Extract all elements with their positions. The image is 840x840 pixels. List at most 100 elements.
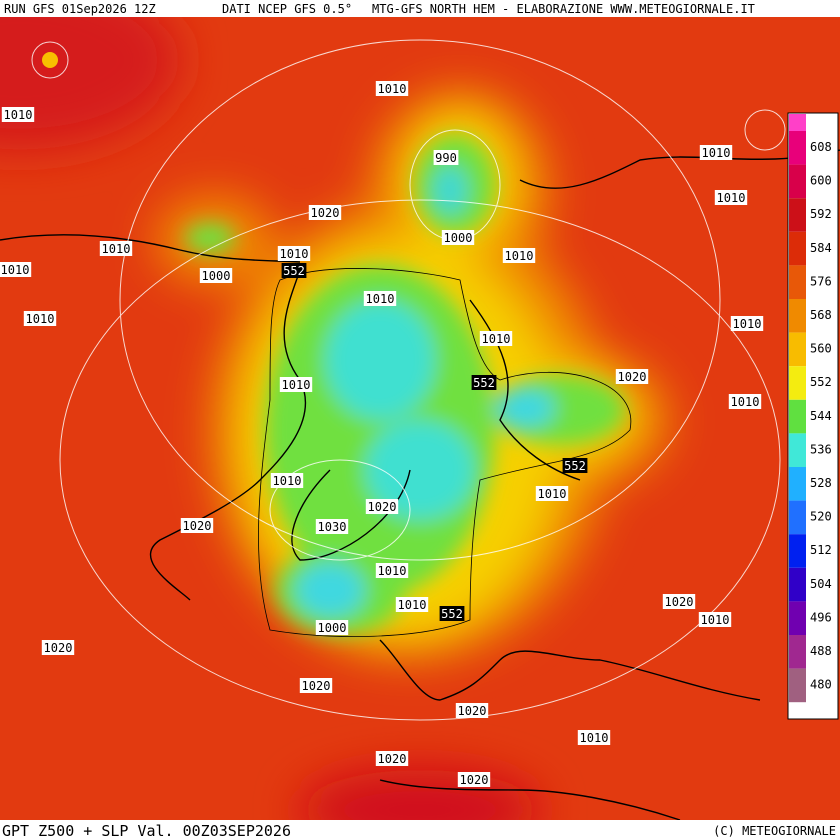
contour-label: 1010 (4, 108, 33, 122)
colorbar-swatch (789, 399, 806, 434)
contour-label: 1020 (183, 519, 212, 533)
contour-label: 990 (435, 151, 457, 165)
contour-label: 1010 (701, 613, 730, 627)
contour-label: 1010 (1, 263, 30, 277)
contour-label: 1010 (717, 191, 746, 205)
colorbar-swatch (789, 601, 806, 635)
contour-label: 1010 (580, 731, 609, 745)
contour-label: 1020 (302, 679, 331, 693)
run-info: RUN GFS 01Sep2026 12Z (4, 2, 156, 16)
colorbar-label: 496 (810, 610, 832, 624)
contour-label-bg (365, 499, 399, 514)
contour-label: 1010 (505, 249, 534, 263)
contour-label-bg (457, 772, 491, 787)
contour-label-bg (0, 262, 32, 277)
contour-label-bg (562, 458, 588, 473)
colorbar: 608 600 592 584 576 568 560 552 544 536 528 520 512 5… (787, 112, 839, 720)
colorbar-swatch (789, 332, 806, 367)
colorbar-swatch (789, 567, 806, 602)
contour-label-bg (41, 640, 75, 655)
colorbar-swatch (789, 198, 806, 232)
colorbar-label: 488 (810, 644, 832, 658)
contour-label-bg (281, 263, 307, 278)
colorbar-swatch (789, 500, 806, 535)
data-source: DATI NCEP GFS 0.5° (222, 2, 352, 16)
colorbar-label: 528 (810, 476, 832, 490)
copyright: (C) METEOGIORNALE (713, 824, 836, 838)
contour-label-bg (615, 369, 649, 384)
colorbar-label: 608 (810, 140, 832, 154)
colorbar-swatch (789, 366, 806, 400)
contour-label: 1000 (444, 231, 473, 245)
contour-label: 1000 (318, 621, 347, 635)
contour-label-bg (699, 145, 733, 160)
colorbar-swatch (789, 231, 806, 266)
contour-label: 1010 (482, 332, 511, 346)
contour-label-bg (299, 678, 333, 693)
colorbar-label: 544 (810, 409, 832, 423)
contour-label: 1010 (378, 564, 407, 578)
contour-label: 1030 (318, 520, 347, 534)
contour-label: 1010 (26, 312, 55, 326)
credit: MTG-GFS NORTH HEM - ELABORAZIONE WWW.MET… (372, 2, 755, 16)
contour-label: 1010 (702, 146, 731, 160)
contour-label: 1010 (273, 474, 302, 488)
contour-label: 1020 (458, 704, 487, 718)
contour-label-bg (375, 81, 409, 96)
colorbar-swatch (789, 131, 806, 165)
colorbar-label: 504 (810, 577, 832, 591)
contour-label-bg (395, 597, 429, 612)
colorbar-label: 560 (810, 342, 832, 356)
contour-label: 1020 (368, 500, 397, 514)
colorbar-swatch (789, 433, 806, 467)
contour-label-bg (535, 486, 569, 501)
contour-label-bg (180, 518, 214, 533)
contour-label-bg (277, 246, 311, 261)
colorbar-label: 600 (810, 174, 832, 188)
contour-label: 1010 (282, 378, 311, 392)
contour-label: 1010 (366, 292, 395, 306)
contour-labels: 1010 1010 990 1010 1010 1020 1000 1010 1010 1010 1… (0, 81, 764, 787)
contour-label-bg (279, 377, 313, 392)
contour-label: 552 (283, 264, 305, 278)
contour-label-bg (577, 730, 611, 745)
contour-label: 552 (473, 376, 495, 390)
contour-label: 1010 (378, 82, 407, 96)
colorbar-label: 480 (810, 678, 832, 692)
colorbar-swatch (789, 467, 806, 501)
colorbar-label: 584 (810, 241, 832, 255)
contour-label: 1000 (202, 269, 231, 283)
contour-label: 1010 (731, 395, 760, 409)
colorbar-label: 520 (810, 510, 832, 524)
contour-label: 1010 (733, 317, 762, 331)
contour-label-bg (730, 316, 764, 331)
contour-label-bg (728, 394, 762, 409)
footer-bar (0, 820, 840, 840)
contour-label-bg (502, 248, 536, 263)
colorbar-swatch (789, 265, 806, 299)
contour-label: 1010 (280, 247, 309, 261)
contour-label-bg (471, 375, 497, 390)
contour-label: 1020 (378, 752, 407, 766)
contour-label: 552 (564, 459, 586, 473)
contour-label: 1010 (398, 598, 427, 612)
contour-label-bg (375, 751, 409, 766)
contour-label-bg (433, 150, 459, 165)
contour-label-bg (270, 473, 304, 488)
contour-label: 1010 (102, 242, 131, 256)
colorbar-swatch (789, 635, 806, 669)
colorbar-label: 552 (810, 375, 832, 389)
contour-label-bg (315, 620, 349, 635)
contour-label-bg (363, 291, 397, 306)
colorbar-swatch (789, 164, 806, 199)
contour-label-bg (455, 703, 489, 718)
contour-label: 1020 (618, 370, 647, 384)
contour-label-bg (698, 612, 732, 627)
header-bar (0, 0, 840, 17)
colorbar-label: 568 (810, 308, 832, 322)
contour-label-bg (439, 606, 465, 621)
contour-label-bg (308, 205, 342, 220)
contour-label: 1020 (44, 641, 73, 655)
contour-label-bg (23, 311, 57, 326)
